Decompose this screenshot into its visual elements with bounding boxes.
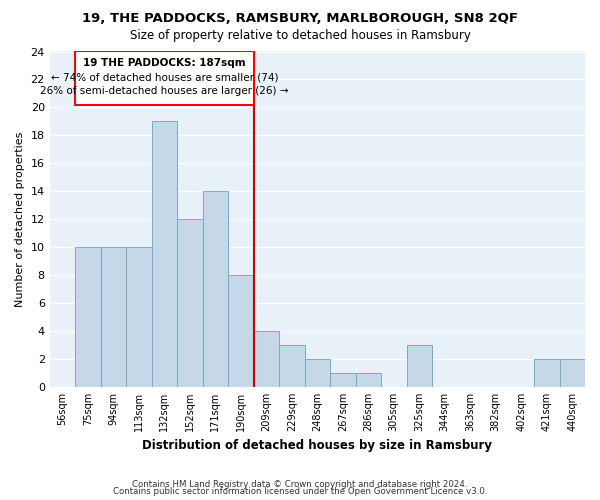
Text: 19 THE PADDOCKS: 187sqm: 19 THE PADDOCKS: 187sqm <box>83 58 245 68</box>
Bar <box>152 122 177 387</box>
Bar <box>330 373 356 387</box>
Bar <box>177 219 203 387</box>
Text: Contains public sector information licensed under the Open Government Licence v3: Contains public sector information licen… <box>113 488 487 496</box>
Bar <box>228 275 254 387</box>
Bar <box>203 192 228 387</box>
Text: Contains HM Land Registry data © Crown copyright and database right 2024.: Contains HM Land Registry data © Crown c… <box>132 480 468 489</box>
Bar <box>305 359 330 387</box>
Bar <box>101 247 126 387</box>
Text: 26% of semi-detached houses are larger (26) →: 26% of semi-detached houses are larger (… <box>40 86 289 97</box>
Bar <box>407 345 432 387</box>
Text: ← 74% of detached houses are smaller (74): ← 74% of detached houses are smaller (74… <box>50 72 278 83</box>
Bar <box>126 247 152 387</box>
Text: 19, THE PADDOCKS, RAMSBURY, MARLBOROUGH, SN8 2QF: 19, THE PADDOCKS, RAMSBURY, MARLBOROUGH,… <box>82 12 518 26</box>
Y-axis label: Number of detached properties: Number of detached properties <box>15 132 25 307</box>
Bar <box>75 247 101 387</box>
Bar <box>279 345 305 387</box>
Bar <box>75 52 254 104</box>
Bar <box>560 359 585 387</box>
Text: Size of property relative to detached houses in Ramsbury: Size of property relative to detached ho… <box>130 29 470 42</box>
Bar <box>356 373 381 387</box>
Bar <box>534 359 560 387</box>
X-axis label: Distribution of detached houses by size in Ramsbury: Distribution of detached houses by size … <box>142 440 493 452</box>
Bar <box>254 331 279 387</box>
